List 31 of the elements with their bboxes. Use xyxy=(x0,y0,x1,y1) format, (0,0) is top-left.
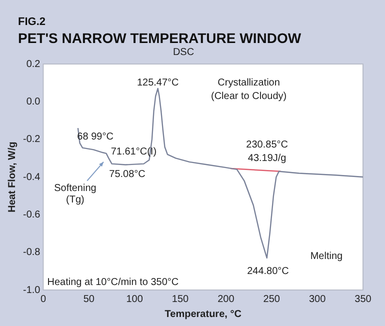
y-tick-label: -0.4 xyxy=(22,172,41,183)
annotation: 43.19J/g xyxy=(248,152,286,164)
annotation: (Clear to Cloudy) xyxy=(211,90,287,102)
annotation: (Tg) xyxy=(66,194,84,206)
annotation: 230.85°C xyxy=(246,140,288,151)
x-tick-label: 300 xyxy=(308,294,326,305)
y-tick-label: -0.6 xyxy=(22,209,41,220)
chart-subtitle: DSC xyxy=(172,46,194,58)
x-axis-title: Temperature, °C xyxy=(164,308,242,320)
y-axis-title: Heat Flow, W/g xyxy=(6,142,18,212)
annotation: 75.08°C xyxy=(109,168,146,180)
annotation: Melting xyxy=(310,250,343,262)
annotation: Heating at 10°C/min to 350°C xyxy=(47,276,179,288)
y-tick-label: -0.8 xyxy=(22,247,41,258)
annotation: Crystallization xyxy=(218,78,280,89)
annotation: 125.47°C xyxy=(136,78,179,89)
x-tick-label: 50 xyxy=(83,294,95,305)
x-tick-label: 0 xyxy=(40,294,46,305)
x-tick-label: 200 xyxy=(218,294,235,305)
x-tick-label: 150 xyxy=(172,294,190,305)
x-tick-label: 350 xyxy=(354,294,372,305)
annotation: Softening xyxy=(54,183,96,194)
y-tick-label: -1.0 xyxy=(22,284,41,296)
y-tick-label: 0.0 xyxy=(26,96,41,108)
y-tick-label: 0.2 xyxy=(26,58,41,70)
chart-title: PET'S NARROW TEMPERATURE WINDOW xyxy=(18,30,302,46)
x-tick-label: 100 xyxy=(126,294,144,305)
caption: FIG.2 xyxy=(18,16,46,28)
y-tick-label: -0.2 xyxy=(22,134,41,146)
x-tick-label: 250 xyxy=(263,294,280,305)
annotation: 244.80°C xyxy=(247,266,289,277)
